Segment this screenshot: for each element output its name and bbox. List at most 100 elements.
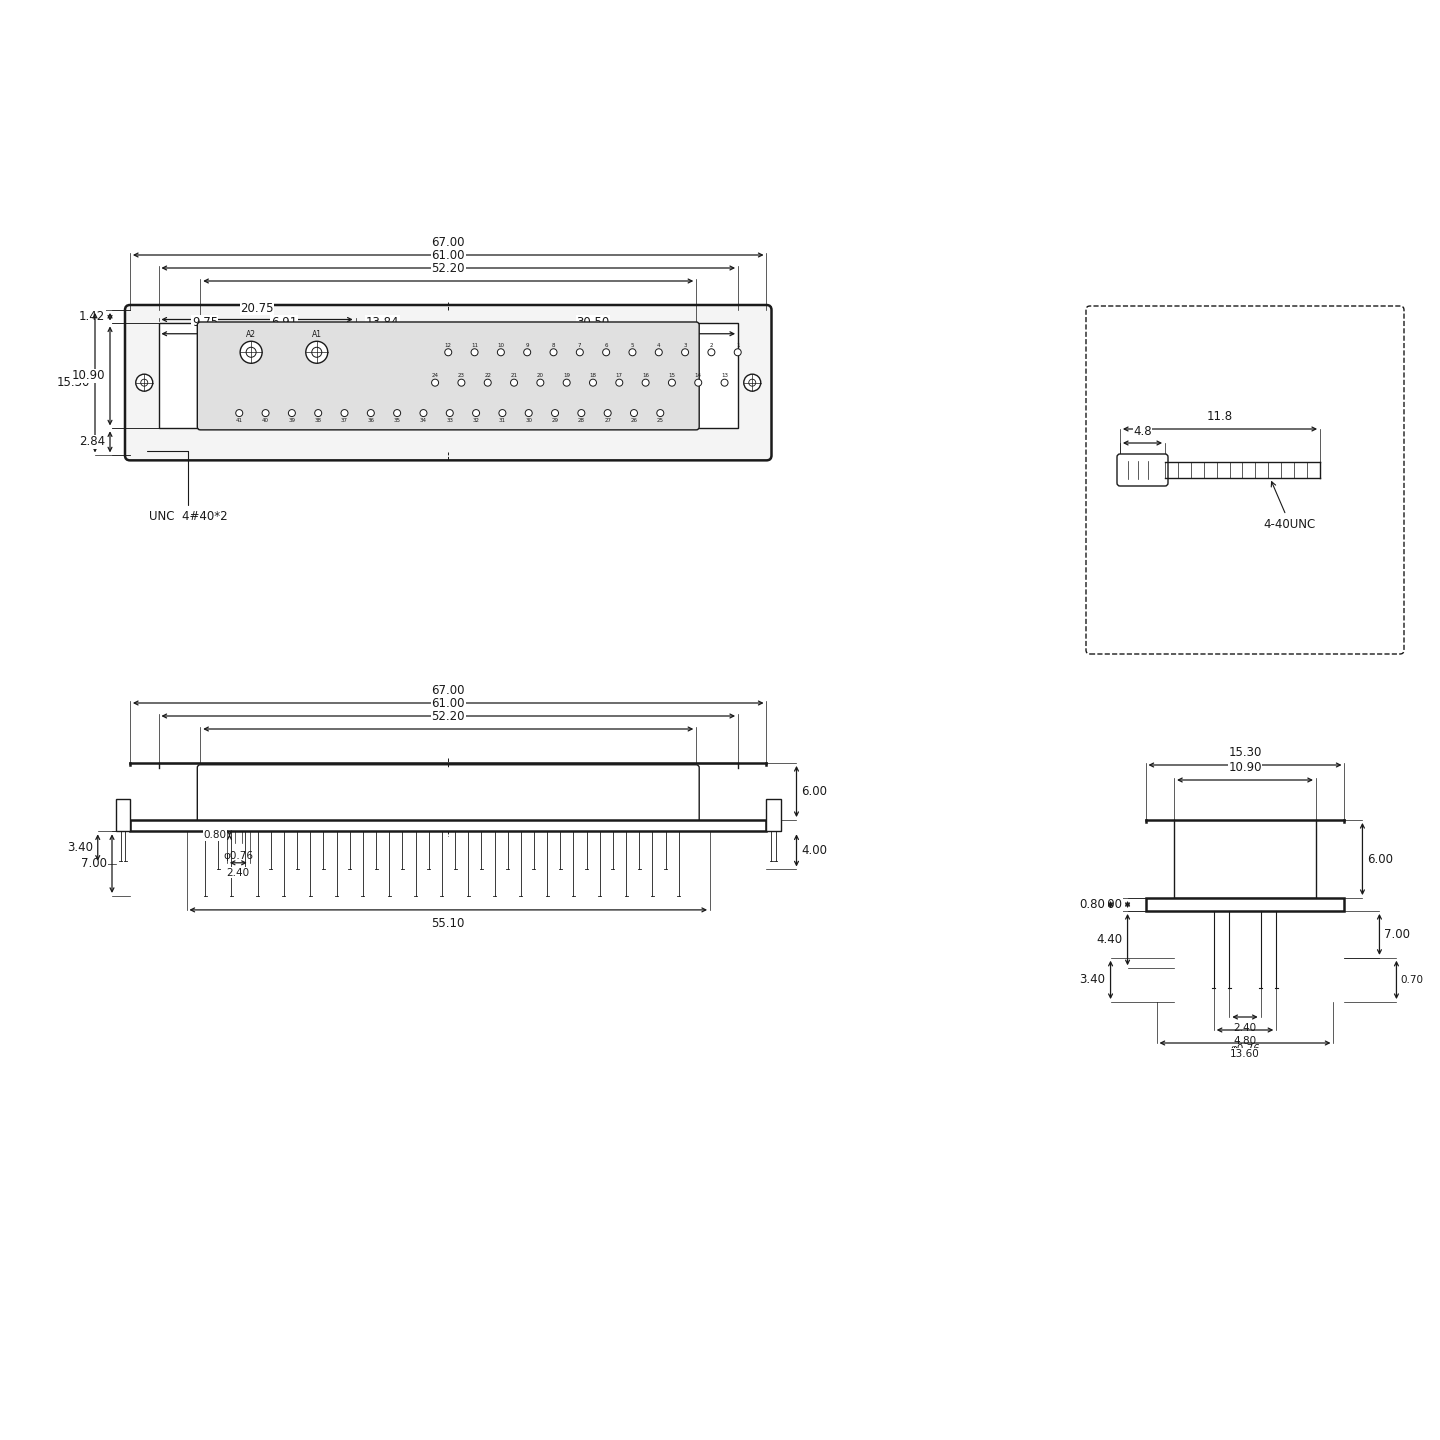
Text: 52.20: 52.20 bbox=[432, 710, 465, 723]
Text: 41: 41 bbox=[236, 418, 243, 422]
Text: 3.40: 3.40 bbox=[66, 841, 92, 854]
Text: 1: 1 bbox=[736, 343, 740, 348]
Text: 9.75: 9.75 bbox=[192, 315, 217, 328]
Circle shape bbox=[629, 348, 636, 356]
Text: 67.00: 67.00 bbox=[432, 684, 465, 697]
Text: 13: 13 bbox=[721, 373, 729, 379]
Text: 19: 19 bbox=[563, 373, 570, 379]
Text: 17: 17 bbox=[616, 373, 622, 379]
Circle shape bbox=[694, 379, 701, 386]
Text: 6.91: 6.91 bbox=[271, 315, 297, 328]
Text: 4: 4 bbox=[657, 343, 661, 348]
FancyBboxPatch shape bbox=[1117, 454, 1168, 487]
Text: 5: 5 bbox=[631, 343, 634, 348]
Text: 0.80: 0.80 bbox=[203, 831, 226, 840]
Circle shape bbox=[681, 348, 688, 356]
Circle shape bbox=[642, 379, 649, 386]
Text: 61.00: 61.00 bbox=[432, 697, 465, 710]
Circle shape bbox=[577, 409, 585, 416]
Text: 15: 15 bbox=[668, 373, 675, 379]
Text: 4.80: 4.80 bbox=[1234, 1035, 1257, 1045]
Text: 10.90: 10.90 bbox=[72, 370, 105, 383]
Circle shape bbox=[589, 379, 596, 386]
Text: 11: 11 bbox=[471, 343, 478, 348]
Text: 38: 38 bbox=[315, 418, 321, 422]
Text: 2.84: 2.84 bbox=[79, 435, 105, 448]
Text: 30.50: 30.50 bbox=[576, 315, 609, 328]
Circle shape bbox=[708, 348, 714, 356]
Circle shape bbox=[445, 348, 452, 356]
Text: 27: 27 bbox=[605, 418, 611, 422]
Circle shape bbox=[552, 409, 559, 416]
Circle shape bbox=[367, 409, 374, 416]
Text: 6.00: 6.00 bbox=[802, 785, 828, 798]
Text: 67.00: 67.00 bbox=[432, 236, 465, 249]
Text: 22: 22 bbox=[484, 373, 491, 379]
Bar bbox=[1146, 899, 1345, 912]
Text: 26: 26 bbox=[631, 418, 638, 422]
Text: 13.60: 13.60 bbox=[1230, 1048, 1260, 1058]
Text: 30: 30 bbox=[526, 418, 533, 422]
Circle shape bbox=[471, 348, 478, 356]
Circle shape bbox=[550, 348, 557, 356]
Circle shape bbox=[420, 409, 426, 416]
Text: 55.10: 55.10 bbox=[432, 917, 465, 930]
Circle shape bbox=[341, 409, 348, 416]
Circle shape bbox=[631, 409, 638, 416]
Circle shape bbox=[446, 409, 454, 416]
Circle shape bbox=[393, 409, 400, 416]
Text: 39: 39 bbox=[288, 418, 295, 422]
Text: φ0.76: φ0.76 bbox=[1230, 1044, 1260, 1054]
Text: 24: 24 bbox=[432, 373, 439, 379]
Text: 7.00: 7.00 bbox=[1384, 927, 1410, 940]
FancyBboxPatch shape bbox=[197, 765, 700, 824]
Text: 1.385: 1.385 bbox=[445, 331, 478, 346]
Bar bbox=[766, 799, 780, 831]
Circle shape bbox=[657, 409, 664, 416]
Text: 18: 18 bbox=[589, 373, 596, 379]
Text: 25: 25 bbox=[657, 418, 664, 422]
Circle shape bbox=[563, 379, 570, 386]
Text: 33: 33 bbox=[446, 418, 454, 422]
Circle shape bbox=[605, 409, 611, 416]
Text: 2.40: 2.40 bbox=[226, 868, 251, 878]
Text: 3: 3 bbox=[684, 343, 687, 348]
Circle shape bbox=[524, 348, 531, 356]
Text: 15.30: 15.30 bbox=[1228, 746, 1261, 759]
Text: 14: 14 bbox=[694, 373, 701, 379]
Circle shape bbox=[616, 379, 622, 386]
Circle shape bbox=[236, 409, 243, 416]
Text: 23: 23 bbox=[458, 373, 465, 379]
Text: A2: A2 bbox=[246, 330, 256, 340]
Text: 10: 10 bbox=[497, 343, 504, 348]
Text: 31: 31 bbox=[498, 418, 505, 422]
Circle shape bbox=[721, 379, 729, 386]
Text: 9: 9 bbox=[526, 343, 528, 348]
Text: 15.30: 15.30 bbox=[56, 376, 91, 389]
Circle shape bbox=[240, 341, 262, 363]
Text: 7: 7 bbox=[577, 343, 582, 348]
Text: 28: 28 bbox=[577, 418, 585, 422]
Text: 2.77: 2.77 bbox=[527, 331, 553, 346]
Text: 4.00: 4.00 bbox=[802, 844, 828, 857]
Circle shape bbox=[135, 374, 153, 392]
Text: 20: 20 bbox=[537, 373, 544, 379]
Text: 36: 36 bbox=[367, 418, 374, 422]
Circle shape bbox=[655, 348, 662, 356]
Circle shape bbox=[511, 379, 517, 386]
Text: 29: 29 bbox=[552, 418, 559, 422]
Text: 10.90: 10.90 bbox=[1228, 760, 1261, 775]
Bar bbox=[130, 819, 766, 831]
Text: 3.40: 3.40 bbox=[1080, 973, 1106, 986]
Text: 61.00: 61.00 bbox=[432, 249, 465, 262]
Text: 2.40: 2.40 bbox=[1234, 1022, 1257, 1032]
Text: φ0.76: φ0.76 bbox=[223, 851, 253, 861]
Circle shape bbox=[668, 379, 675, 386]
Circle shape bbox=[305, 341, 328, 363]
Text: A1: A1 bbox=[312, 330, 321, 340]
Text: 0.70: 0.70 bbox=[1401, 975, 1424, 985]
Text: 20.75: 20.75 bbox=[240, 301, 274, 314]
Circle shape bbox=[262, 409, 269, 416]
Text: 6.00: 6.00 bbox=[1368, 852, 1394, 865]
Circle shape bbox=[526, 409, 533, 416]
